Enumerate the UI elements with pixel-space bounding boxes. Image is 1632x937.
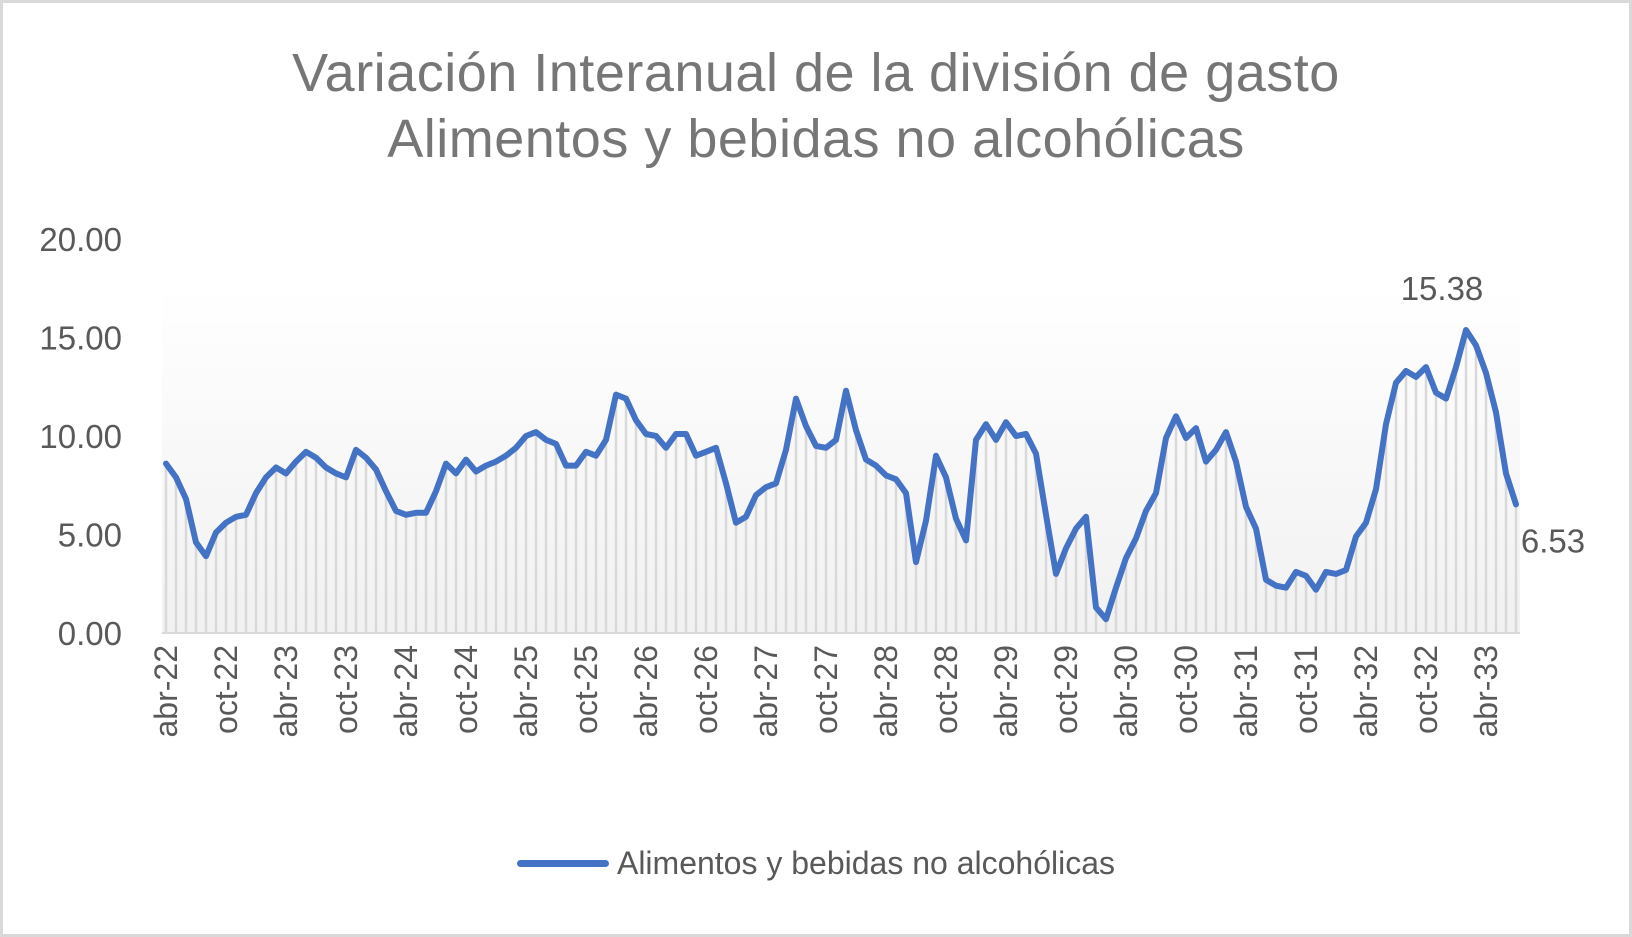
y-tick-label: 15.00 bbox=[39, 320, 122, 357]
data-labels: 15.38 6.53 bbox=[1401, 270, 1585, 559]
x-tick-label: oct-25 bbox=[568, 645, 604, 734]
x-tick-label: abr-23 bbox=[268, 645, 304, 738]
data-label: 15.38 bbox=[1401, 270, 1484, 307]
x-tick-label: abr-30 bbox=[1108, 645, 1144, 738]
x-tick-label: oct-26 bbox=[688, 645, 724, 734]
x-tick-label: oct-27 bbox=[808, 645, 844, 734]
x-tick-label: oct-30 bbox=[1168, 645, 1204, 734]
x-tick-label: oct-22 bbox=[208, 645, 244, 734]
x-tick-label: oct-31 bbox=[1288, 645, 1324, 734]
x-tick-label: abr-31 bbox=[1228, 645, 1264, 738]
data-label: 6.53 bbox=[1521, 522, 1585, 559]
y-tick-label: 20.00 bbox=[39, 221, 122, 258]
chart-title-line-1: Variación Interanual de la división de g… bbox=[292, 43, 1340, 103]
x-tick-label: abr-32 bbox=[1348, 645, 1384, 738]
y-tick-label: 10.00 bbox=[39, 418, 122, 455]
x-tick-label: abr-33 bbox=[1468, 645, 1504, 738]
y-tick-label: 5.00 bbox=[58, 517, 122, 554]
x-tick-label: oct-23 bbox=[328, 645, 364, 734]
drop-lines bbox=[164, 330, 1518, 633]
x-tick-label: abr-25 bbox=[508, 645, 544, 738]
x-tick-label: oct-24 bbox=[448, 645, 484, 734]
x-tick-label: abr-29 bbox=[988, 645, 1024, 738]
y-tick-label: 0.00 bbox=[58, 615, 122, 652]
x-tick-label: abr-27 bbox=[748, 645, 784, 738]
series-line-alimentos bbox=[163, 327, 1519, 623]
x-tick-label: oct-29 bbox=[1048, 645, 1084, 734]
chart-title-line-2: Alimentos y bebidas no alcohólicas bbox=[387, 109, 1245, 169]
x-axis-ticks: abr-22 oct-22 abr-23 oct-23 abr-24 oct-24 abr-… bbox=[148, 645, 1504, 738]
x-tick-label: abr-24 bbox=[388, 645, 424, 738]
x-tick-label: oct-28 bbox=[928, 645, 964, 734]
x-tick-label: oct-32 bbox=[1408, 645, 1444, 734]
x-tick-label: abr-28 bbox=[868, 645, 904, 738]
legend-line-swatch-icon bbox=[516, 860, 609, 867]
legend-label: Alimentos y bebidas no alcohólicas bbox=[616, 845, 1116, 881]
y-axis-ticks: 0.00 5.00 10.00 15.00 20.00 bbox=[39, 221, 122, 652]
legend: Alimentos y bebidas no alcohólicas bbox=[0, 845, 1632, 882]
x-tick-label: abr-26 bbox=[628, 645, 664, 738]
chart-title: Variación Interanual de la división de g… bbox=[0, 40, 1632, 172]
x-tick-label: abr-22 bbox=[148, 645, 184, 738]
